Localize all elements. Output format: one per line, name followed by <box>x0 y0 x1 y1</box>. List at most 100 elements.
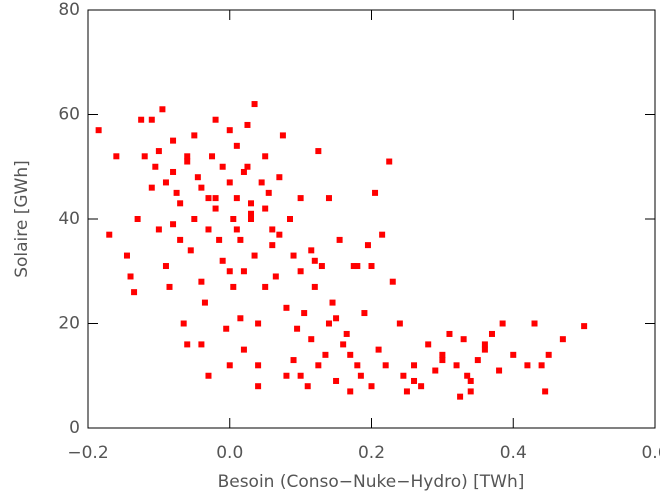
point <box>308 336 315 343</box>
point <box>170 168 177 175</box>
point <box>311 257 318 264</box>
point <box>205 195 212 202</box>
point <box>311 283 318 290</box>
point <box>403 388 410 395</box>
point <box>240 268 247 275</box>
point <box>531 320 538 327</box>
point <box>283 372 290 379</box>
point <box>223 325 230 332</box>
point <box>474 357 481 364</box>
point <box>464 372 471 379</box>
point <box>173 189 180 196</box>
point <box>244 163 251 170</box>
point <box>315 362 322 369</box>
point <box>488 330 495 337</box>
point <box>177 236 184 243</box>
point <box>230 216 237 222</box>
point <box>467 377 474 384</box>
point <box>368 383 375 390</box>
point <box>538 362 545 369</box>
point <box>180 320 187 327</box>
point <box>308 247 315 254</box>
point <box>411 377 418 384</box>
point <box>205 226 212 233</box>
point <box>361 310 368 317</box>
point <box>226 362 233 369</box>
point <box>425 341 432 348</box>
x-tick-label: 0.6 <box>641 443 660 463</box>
point <box>230 283 237 290</box>
point <box>244 121 251 128</box>
point <box>294 325 301 332</box>
point <box>297 195 304 202</box>
point <box>251 252 258 259</box>
y-tick-label: 20 <box>58 314 80 334</box>
point <box>226 179 233 186</box>
point <box>155 148 162 155</box>
point <box>148 184 155 191</box>
plot-frame <box>87 9 656 429</box>
point <box>219 257 226 264</box>
point <box>481 341 488 348</box>
point <box>336 236 343 243</box>
point <box>276 231 283 238</box>
point <box>325 320 332 327</box>
y-tick-label: 60 <box>58 105 80 125</box>
point <box>233 142 240 149</box>
point <box>301 310 308 317</box>
point <box>212 195 219 202</box>
point <box>286 216 293 222</box>
point <box>325 195 332 202</box>
point <box>148 116 155 123</box>
point <box>262 283 269 290</box>
point <box>237 236 244 243</box>
point <box>386 158 393 165</box>
point <box>340 341 347 348</box>
point <box>201 299 208 306</box>
y-axis-label: Solaire [GWh] <box>12 160 32 278</box>
y-tick-label: 0 <box>69 418 80 438</box>
point <box>248 210 255 217</box>
point <box>496 367 503 374</box>
point <box>216 236 223 243</box>
point <box>258 179 265 186</box>
point <box>191 216 198 222</box>
point <box>499 320 506 327</box>
point <box>432 367 439 374</box>
point <box>559 336 566 343</box>
x-tick-label: −0.2 <box>67 443 108 463</box>
point <box>123 252 130 259</box>
point <box>382 362 389 369</box>
point <box>212 205 219 212</box>
y-tick-label: 80 <box>58 0 80 20</box>
point <box>322 351 329 358</box>
point <box>177 200 184 207</box>
point <box>446 330 453 337</box>
point <box>481 346 488 353</box>
point <box>269 242 276 249</box>
point <box>187 247 194 254</box>
point <box>212 116 219 123</box>
y-tick-label: 40 <box>58 209 80 229</box>
point <box>400 372 407 379</box>
point <box>198 184 205 191</box>
point <box>372 189 379 196</box>
point <box>219 163 226 170</box>
point <box>510 351 517 358</box>
point <box>251 101 258 108</box>
point <box>240 168 247 175</box>
point <box>333 315 340 322</box>
point <box>396 320 403 327</box>
point <box>375 346 382 353</box>
point <box>184 153 191 160</box>
point <box>329 299 336 306</box>
point <box>141 153 148 160</box>
point <box>269 226 276 233</box>
point <box>237 315 244 322</box>
point <box>279 132 286 139</box>
point <box>379 231 386 238</box>
point <box>347 388 354 395</box>
point <box>276 174 283 181</box>
point <box>439 357 446 364</box>
point <box>350 263 357 270</box>
